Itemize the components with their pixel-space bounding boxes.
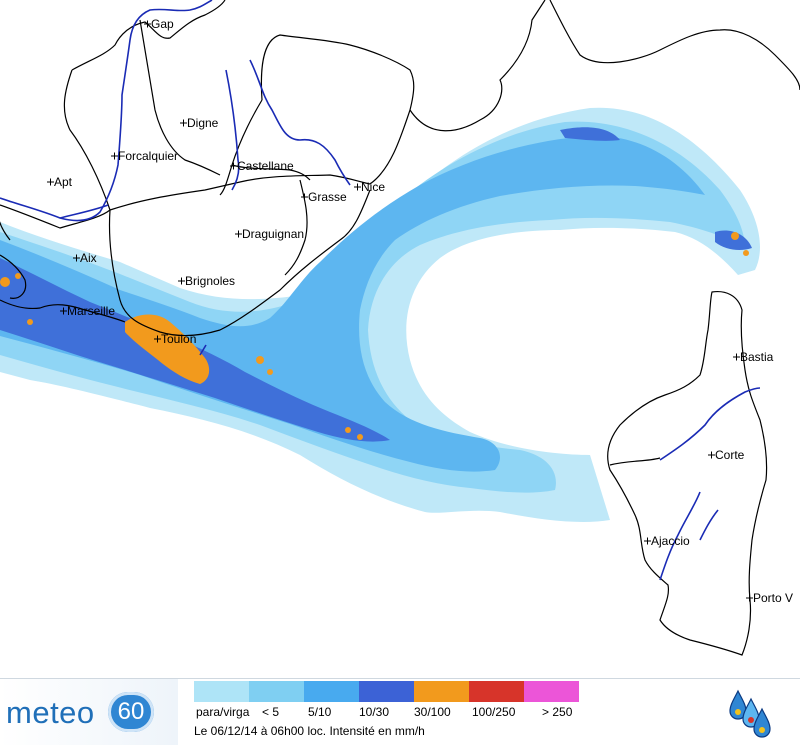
radar-map: Gap Digne Forcalquier Castellane Apt Gra… bbox=[0, 0, 800, 656]
city-label-toulon: Toulon bbox=[161, 332, 196, 346]
legend-swatch-100-250 bbox=[469, 681, 524, 702]
legend-label-5-10: 5/10 bbox=[308, 705, 332, 719]
city-label-castellane: Castellane bbox=[237, 159, 294, 173]
legend-swatch-30-100 bbox=[414, 681, 469, 702]
legend-label-gt250: > 250 bbox=[542, 705, 573, 719]
legend-swatch-para-virga bbox=[194, 681, 249, 702]
city-label-forcalquier: Forcalquier bbox=[118, 149, 178, 163]
city-label-marseille: Marseille bbox=[67, 304, 115, 318]
city-label-ajaccio: Ajaccio bbox=[651, 534, 690, 548]
legend-label-lt5: < 5 bbox=[262, 705, 280, 719]
borders-layer bbox=[0, 0, 800, 656]
rain-drops-logo-icon bbox=[729, 689, 771, 738]
city-label-nice: Nice bbox=[361, 180, 385, 194]
city-label-draguignan: Draguignan bbox=[242, 227, 304, 241]
legend-swatch-10-30 bbox=[359, 681, 414, 702]
city-label-corte: Corte bbox=[715, 448, 745, 462]
city-labels: Gap Digne Forcalquier Castellane Apt Gra… bbox=[47, 17, 793, 605]
precipitation-layer bbox=[0, 107, 760, 523]
brand-badge: 60 bbox=[108, 692, 154, 732]
city-label-bastia: Bastia bbox=[740, 350, 774, 364]
brand-logo: meteo 60 bbox=[0, 679, 178, 745]
legend-label-100-250: 100/250 bbox=[472, 705, 516, 719]
city-markers bbox=[47, 20, 753, 602]
legend-label-10-30: 10/30 bbox=[359, 705, 390, 719]
timestamp-caption: Le 06/12/14 à 06h00 loc. Intensité en mm… bbox=[194, 724, 425, 738]
legend-swatch-5-10 bbox=[304, 681, 359, 702]
rivers-layer bbox=[0, 0, 761, 581]
footer-legend-bar: meteo 60 para/virga < 5 5/10 10/30 30/10… bbox=[0, 678, 800, 745]
city-label-brignoles: Brignoles bbox=[185, 274, 235, 288]
city-label-apt: Apt bbox=[54, 175, 73, 189]
legend-swatch-lt5 bbox=[249, 681, 304, 702]
legend-label-30-100: 30/100 bbox=[414, 705, 451, 719]
city-label-porto-v: Porto V bbox=[753, 591, 793, 605]
brand-name: meteo bbox=[6, 695, 95, 730]
legend-swatch-gt250 bbox=[524, 681, 579, 702]
city-label-aix: Aix bbox=[80, 251, 97, 265]
city-label-gap: Gap bbox=[151, 17, 174, 31]
legend-label-para-virga: para/virga bbox=[196, 705, 250, 719]
city-label-grasse: Grasse bbox=[308, 190, 347, 204]
city-label-digne: Digne bbox=[187, 116, 219, 130]
